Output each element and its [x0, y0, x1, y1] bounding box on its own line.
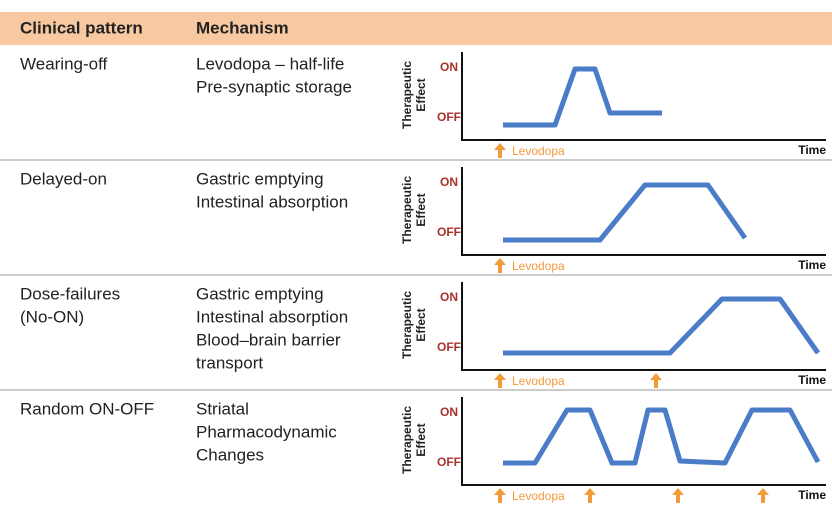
header-cell: Clinical pattern: [20, 18, 143, 37]
y-axis-label: Therapeutic: [400, 61, 414, 129]
drug-label: Levodopa: [512, 489, 565, 503]
pattern-text: Wearing-off: [20, 54, 108, 73]
off-label: OFF: [437, 110, 461, 124]
mechanism-text: Intestinal absorption: [196, 307, 348, 326]
x-axis-label: Time: [798, 488, 826, 502]
mini-chart: Therapeutic Effect ON OFF Time Levodopa: [400, 397, 826, 503]
drug-label: Levodopa: [512, 144, 565, 158]
mechanism-text: Blood–brain barrier: [196, 330, 341, 349]
y-axis-label: Therapeutic: [400, 406, 414, 474]
effect-curve: [503, 66, 662, 128]
y-axis-label: Therapeutic: [400, 291, 414, 359]
dose-arrow: [494, 488, 506, 503]
axes: [461, 52, 826, 141]
pattern-text: Dose-failures: [20, 284, 120, 303]
mechanism-text: Pre-synaptic storage: [196, 77, 352, 96]
mini-chart: Therapeutic Effect ON OFF Time Levodopa: [400, 282, 826, 388]
axes: [461, 397, 826, 486]
effect-curve: [503, 296, 821, 356]
pattern-text: Delayed-on: [20, 169, 107, 188]
mechanism-text: Gastric emptying: [196, 169, 324, 188]
mechanism-text: Pharmacodynamic: [196, 422, 337, 441]
y-axis-label: Effect: [414, 423, 428, 456]
dose-arrow: [672, 488, 684, 503]
off-label: OFF: [437, 225, 461, 239]
effect-curve: [503, 407, 821, 466]
mechanism-text: transport: [196, 353, 263, 372]
dose-arrow: [494, 373, 506, 388]
drug-label: Levodopa: [512, 374, 565, 388]
effect-curve: [503, 182, 748, 243]
mini-chart: Therapeutic Effect ON OFF Time Levodopa: [400, 52, 826, 158]
mechanism-text: Intestinal absorption: [196, 192, 348, 211]
on-label: ON: [440, 175, 458, 189]
mechanism-text: Levodopa – half-life: [196, 54, 344, 73]
dose-arrow: [494, 258, 506, 273]
header-band: [0, 12, 832, 45]
pattern-text: (No-ON): [20, 307, 84, 326]
dose-arrow: [494, 143, 506, 158]
y-axis-label: Effect: [414, 308, 428, 341]
dose-arrow: [584, 488, 596, 503]
y-axis-label: Effect: [414, 78, 428, 111]
dose-arrow: [650, 373, 662, 388]
axes: [461, 282, 826, 371]
dose-arrow: [757, 488, 769, 503]
off-label: OFF: [437, 340, 461, 354]
y-axis-label: Therapeutic: [400, 176, 414, 244]
pattern-text: Random ON-OFF: [20, 399, 154, 418]
x-axis-label: Time: [798, 143, 826, 157]
mechanism-text: Gastric emptying: [196, 284, 324, 303]
mechanism-text: Changes: [196, 445, 264, 464]
mini-chart: Therapeutic Effect ON OFF Time Levodopa: [400, 167, 826, 273]
off-label: OFF: [437, 455, 461, 469]
on-label: ON: [440, 290, 458, 304]
axes: [461, 167, 826, 256]
mechanism-text: Striatal: [196, 399, 249, 418]
x-axis-label: Time: [798, 373, 826, 387]
on-label: ON: [440, 405, 458, 419]
x-axis-label: Time: [798, 258, 826, 272]
drug-label: Levodopa: [512, 259, 565, 273]
y-axis-label: Effect: [414, 193, 428, 226]
header-cell: Mechanism: [196, 18, 289, 37]
on-label: ON: [440, 60, 458, 74]
